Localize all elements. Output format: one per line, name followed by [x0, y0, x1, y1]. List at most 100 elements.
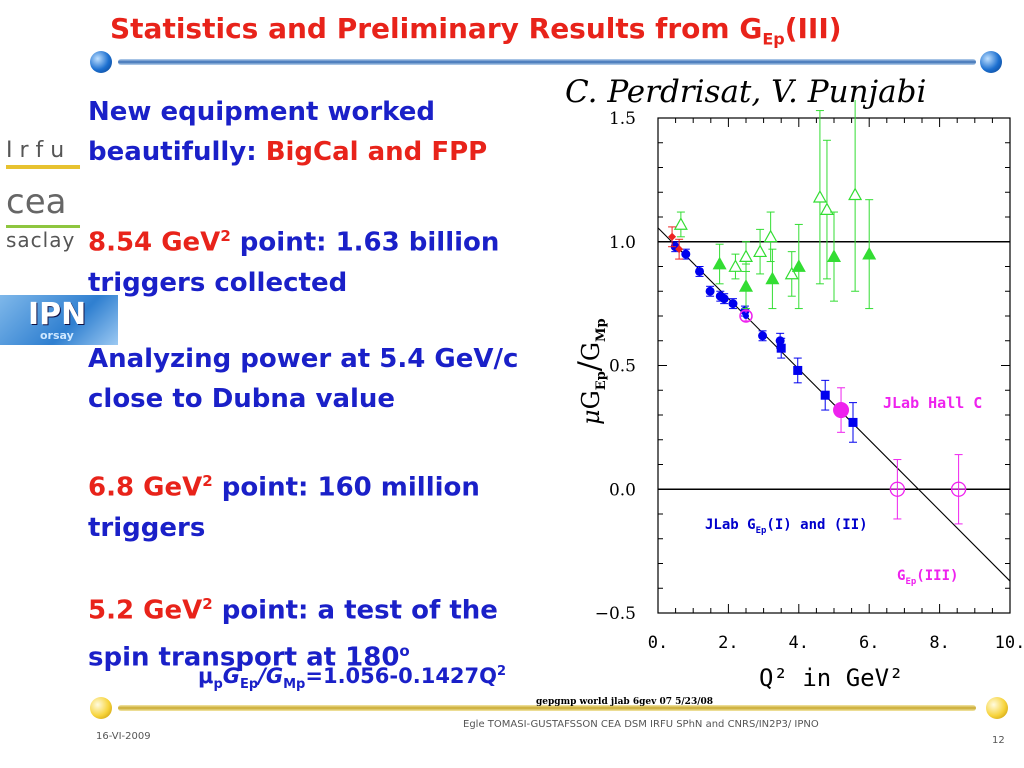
marker-triangle — [728, 259, 743, 272]
marker-triangle — [738, 279, 754, 292]
data-point — [681, 248, 691, 260]
x-tick-label: 4. — [789, 633, 809, 653]
fit-line-group — [658, 227, 1010, 582]
bottom-divider — [118, 705, 976, 711]
ipn-logo: IPN orsay — [0, 295, 118, 345]
data-point — [765, 248, 780, 310]
marker-circle — [719, 294, 729, 304]
bottom-right-ball — [986, 697, 1008, 719]
x-tick-label: 8. — [929, 633, 949, 653]
annotation-gep12: JLab GEp(I) and (II) — [705, 517, 868, 536]
marker-triangle — [812, 189, 827, 203]
x-axis-label: Q² in GeV² — [759, 664, 904, 692]
bullet-52: 5.2 GeV2 point: a test of the spin trans… — [88, 595, 498, 673]
marker-square — [848, 417, 858, 427]
data-point — [793, 357, 803, 384]
marker-circle-big — [833, 402, 850, 419]
marker-circle-ring — [739, 309, 753, 323]
y-tick-labels: 1.5 1.0 0.5 0.0 −0.5 — [595, 109, 636, 624]
data-point — [950, 454, 967, 525]
x-tick-label: 6. — [859, 633, 879, 653]
plot-frame — [657, 117, 1011, 614]
data-point — [695, 266, 705, 277]
slide-title: Statistics and Preliminary Results from … — [110, 12, 842, 49]
marker-triangle — [826, 249, 842, 262]
data-point — [728, 298, 738, 310]
data-point — [739, 309, 753, 323]
marker-circle — [758, 331, 768, 341]
bullet-analyzing-power: Analyzing power at 5.4 GeV/c close to Du… — [88, 344, 519, 414]
marker-diamond — [668, 232, 677, 241]
marker-triangle — [848, 187, 863, 201]
marker-circle — [695, 266, 705, 276]
footer-date: 16-VI-2009 — [96, 731, 151, 742]
data-point — [758, 330, 768, 342]
svg-text:μGEp/GMp: μGEp/GMp — [572, 318, 609, 425]
data-point — [719, 293, 729, 305]
irfu-logo: Irfu — [6, 138, 80, 169]
bullet-equipment: New equipment worked beautifully: BigCal… — [88, 97, 488, 167]
top-left-ball — [90, 51, 112, 73]
y-tick-label: 1.5 — [609, 109, 636, 129]
marker-triangle — [738, 249, 754, 262]
y-tick-label: 1.0 — [609, 233, 636, 253]
data-point — [784, 251, 799, 297]
y-tick-label: 0.0 — [609, 480, 636, 500]
top-divider — [118, 59, 976, 65]
data-point — [826, 211, 842, 302]
data-point — [753, 228, 768, 275]
fit-formula: μpGEp/GMp=1.056-0.1427Q2 — [198, 664, 507, 693]
annotation-hall-c: JLab Hall C — [883, 394, 982, 412]
data-point — [668, 226, 677, 248]
page-number: 12 — [992, 735, 1005, 746]
bullet-68: 6.8 GeV2 point: 160 million triggers — [88, 472, 480, 543]
ylabel-mu: μ — [577, 409, 605, 425]
data-point — [673, 211, 688, 238]
marker-triangle — [862, 246, 877, 260]
marker-triangle — [763, 229, 778, 243]
data-point — [889, 459, 906, 520]
data-point — [728, 253, 743, 280]
authors: C. Perdrisat, V. Punjabi — [565, 74, 927, 110]
bullet-854: 8.54 GeV2 point: 1.63 billion triggers c… — [88, 227, 500, 298]
axis-ticks — [657, 117, 1011, 614]
data-point — [738, 263, 754, 310]
marker-square — [776, 343, 786, 353]
data-point — [819, 139, 834, 280]
marker-triangle — [673, 217, 688, 230]
data-point — [812, 110, 827, 285]
data-point — [791, 223, 806, 310]
marker-square — [820, 390, 830, 400]
data-point — [705, 285, 715, 297]
figure-caption: gepgmp world jlab 6gev 07 5/23/08 — [536, 697, 714, 707]
x-tick-label: 2. — [718, 633, 738, 653]
fit-line — [658, 227, 1010, 582]
data-point — [763, 211, 778, 263]
marker-triangle — [765, 271, 780, 285]
ylabel-slash: / — [572, 360, 607, 371]
data-point — [862, 199, 877, 310]
marker-triangle — [819, 202, 834, 215]
y-axis-label: μGEp/GMp — [572, 318, 609, 425]
marker-circle — [728, 299, 738, 309]
x-tick-labels: 0. 2. 4. 6. 8. 10. — [648, 633, 1024, 653]
data-point — [833, 387, 850, 433]
marker-circle — [705, 286, 715, 296]
x-tick-label: 0. — [648, 633, 668, 653]
cea-logo: cea saclay — [6, 185, 80, 252]
ylabel-Ep: Ep — [594, 371, 609, 390]
bottom-left-ball — [90, 697, 112, 719]
marker-triangle — [784, 266, 799, 280]
marker-square — [793, 365, 803, 375]
data-point — [738, 241, 754, 272]
data-points — [668, 100, 967, 525]
marker-triangle — [791, 259, 806, 272]
footer-author: Egle TOMASI-GUSTAFSSON CEA DSM IRFU SPhN… — [463, 719, 819, 730]
gep-ratio-chart: 0. 2. 4. 6. 8. 10. 1.51.00.50.0−0.5 μGEp/GMp … — [572, 100, 1024, 692]
ylabel-G2: G — [577, 342, 605, 361]
marker-diamond — [675, 245, 684, 254]
ylabel-Mp: Mp — [594, 318, 609, 341]
marker-circle — [681, 249, 691, 259]
x-tick-label: 10. — [995, 633, 1024, 653]
top-right-ball — [980, 51, 1002, 73]
